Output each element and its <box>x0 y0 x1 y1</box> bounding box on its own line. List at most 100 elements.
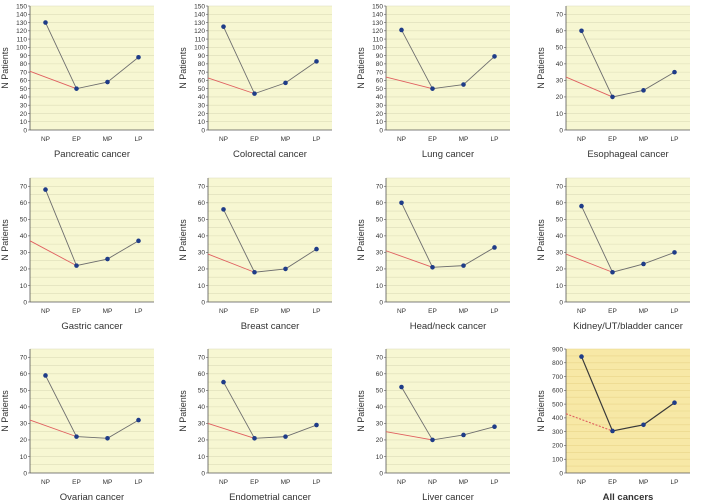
y-tick-label: 60 <box>198 200 206 207</box>
data-point <box>492 245 497 250</box>
chart-panel-9: 0 10 20 30 40 50 60 70 NP EP MP LP N Patients Ovarian… <box>0 348 154 500</box>
data-point <box>136 54 141 60</box>
trend-line <box>385 431 433 441</box>
y-tick-label: 70 <box>376 69 384 76</box>
x-tick-label: NP <box>219 479 228 486</box>
y-tick-label: 10 <box>20 454 28 461</box>
y-tick-label: 40 <box>198 233 206 240</box>
data-point <box>492 54 497 59</box>
plot-background <box>208 349 332 473</box>
plot-background <box>566 6 690 130</box>
y-tick-label: 30 <box>556 78 564 85</box>
y-tick-label: 60 <box>198 78 206 85</box>
y-tick-label: 0 <box>201 299 205 306</box>
y-tick-label: 150 <box>194 3 205 10</box>
data-point <box>430 86 435 91</box>
y-tick-label: 0 <box>559 299 563 306</box>
x-tick-label: NP <box>428 479 437 486</box>
chart-title: Head/neck cancer <box>410 321 487 332</box>
trend-line <box>565 76 613 98</box>
x-tick-label: MP <box>459 308 469 315</box>
y-axis-label: N Patients <box>0 47 10 89</box>
chart-panel-12: 0 100 200 300 400 500 600 700 800 900 NP EP MP LP N Pa… <box>536 346 690 500</box>
data-point <box>221 379 226 385</box>
y-tick-label: 70 <box>556 12 564 19</box>
chart-title: All cancers <box>603 492 654 500</box>
y-tick-label: 0 <box>23 127 27 134</box>
y-tick-label: 20 <box>20 266 28 273</box>
chart-panel-7: 0 10 20 30 40 50 60 70 NP EP MP LP N Patients Head/ne… <box>356 177 510 332</box>
data-point <box>672 69 677 75</box>
series-line <box>401 386 495 441</box>
x-tick-label: NP <box>219 136 228 143</box>
x-tick-label: NP <box>41 136 50 143</box>
x-tick-label: MP <box>459 479 469 486</box>
x-tick-label: LP <box>491 479 499 486</box>
y-tick-label: 20 <box>198 266 206 273</box>
x-tick-label: LP <box>135 136 143 143</box>
y-tick-label: 60 <box>556 28 564 35</box>
plot-background <box>386 6 510 130</box>
data-point <box>314 246 319 252</box>
data-point <box>641 88 646 93</box>
trend-line <box>29 240 77 267</box>
y-tick-label: 20 <box>198 111 206 118</box>
data-point <box>252 91 257 96</box>
y-tick-label: 30 <box>198 250 206 257</box>
x-tick-label: MP <box>281 136 291 143</box>
series-line <box>581 205 675 273</box>
y-tick-label: 0 <box>559 127 563 134</box>
x-tick-label: MP <box>281 479 291 486</box>
y-tick-label: 50 <box>376 217 384 224</box>
chart-title: Colorectal cancer <box>233 149 307 160</box>
y-tick-label: 20 <box>20 437 28 444</box>
y-axis-label: N Patients <box>178 219 188 261</box>
data-point <box>221 207 226 212</box>
plot-background <box>386 349 510 473</box>
x-tick-label: LP <box>671 479 679 486</box>
x-tick-label: EP <box>250 479 259 486</box>
x-tick-label: EP <box>608 479 617 486</box>
y-tick-label: 40 <box>198 94 206 101</box>
series-line <box>401 29 495 90</box>
y-tick-label: 400 <box>552 415 563 422</box>
y-tick-label: 40 <box>556 233 564 240</box>
y-tick-label: 140 <box>16 12 27 19</box>
data-point <box>641 261 646 267</box>
x-tick-label: EP <box>608 308 617 315</box>
data-point <box>430 437 435 443</box>
x-tick-label: NP <box>577 479 586 486</box>
x-tick-label: LP <box>313 479 321 486</box>
y-tick-label: 60 <box>376 200 384 207</box>
y-tick-label: 40 <box>20 233 28 240</box>
x-tick-label: LP <box>135 479 143 486</box>
x-tick-label: EP <box>428 136 437 143</box>
y-tick-label: 80 <box>20 61 28 68</box>
y-tick-label: 0 <box>559 470 563 477</box>
y-tick-label: 0 <box>379 470 383 477</box>
y-tick-label: 0 <box>379 299 383 306</box>
data-point <box>579 354 584 359</box>
y-tick-label: 70 <box>376 184 384 191</box>
y-tick-label: 70 <box>556 184 564 191</box>
data-point <box>492 424 497 430</box>
data-point <box>579 203 584 209</box>
data-point <box>610 94 615 100</box>
y-tick-label: 20 <box>20 111 28 118</box>
y-tick-label: 30 <box>20 250 28 257</box>
y-tick-label: 50 <box>20 388 28 395</box>
x-tick-label: NP <box>41 308 50 315</box>
data-point <box>74 86 79 91</box>
y-tick-label: 30 <box>556 250 564 257</box>
data-point <box>579 28 584 34</box>
y-tick-label: 50 <box>198 86 206 93</box>
y-tick-label: 120 <box>372 28 383 35</box>
y-tick-label: 40 <box>20 404 28 411</box>
y-tick-label: 40 <box>376 233 384 240</box>
y-tick-label: 20 <box>376 266 384 273</box>
data-point <box>105 79 110 85</box>
y-tick-label: 80 <box>198 61 206 68</box>
y-tick-label: 110 <box>17 36 28 43</box>
y-tick-label: 70 <box>198 184 206 191</box>
y-tick-label: 40 <box>556 61 564 68</box>
